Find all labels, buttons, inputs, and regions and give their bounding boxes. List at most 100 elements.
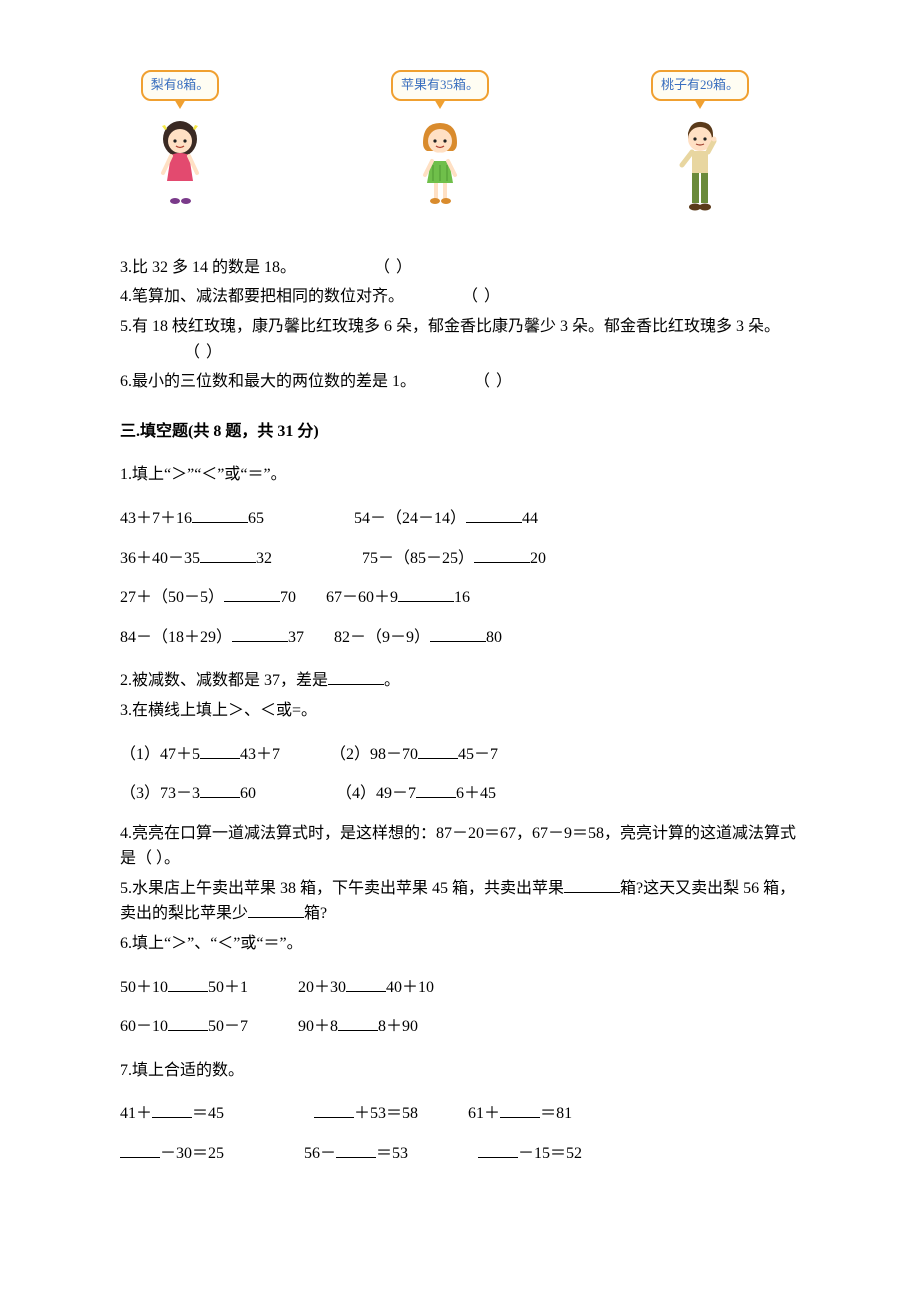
fill-q2: 2.被减数、减数都是 37，差是 。 <box>120 668 800 694</box>
expr-left: （2）98－70 <box>330 746 418 763</box>
bubble-peach: 桃子有29箱。 <box>651 70 749 101</box>
fill-q6-row2: 60－10 50－7 90＋8 8＋90 <box>120 1014 800 1040</box>
expr-pre: 56－ <box>304 1145 336 1162</box>
fill-q6-prompt: 6.填上“＞”、“＜”或“＝”。 <box>120 931 800 957</box>
blank <box>152 1101 192 1118</box>
judge-q3: 3.比 32 多 14 的数是 18。 （ ） <box>120 255 800 281</box>
fill-q4: 4.亮亮在口算一道减法算式时，是这样想的：87－20＝67，67－9＝58，亮亮… <box>120 821 800 872</box>
expr: 67－60＋9 16 <box>326 585 470 611</box>
judge-q6: 6.最小的三位数和最大的两位数的差是 1。 （ ） <box>120 369 800 395</box>
expr-left: 50＋10 <box>120 979 168 996</box>
expr-right: 50－7 <box>208 1018 248 1035</box>
expr-right: 65 <box>248 510 264 527</box>
girl2-icon <box>413 115 468 205</box>
blank <box>328 668 384 685</box>
expr-left: 27＋（50－5） <box>120 589 224 606</box>
blank <box>200 781 240 798</box>
expr: 75－（85－25）20 <box>362 546 546 572</box>
blank <box>224 585 280 602</box>
expr-right: 20 <box>530 550 546 567</box>
judge-q3-text: 3.比 32 多 14 的数是 18。 <box>120 259 296 276</box>
expr-left: 54－（24－14） <box>354 510 466 527</box>
blank <box>232 625 288 642</box>
expr: 61＋ ＝81 <box>468 1101 572 1127</box>
expr: 90＋8 8＋90 <box>298 1014 418 1040</box>
expr-right: 8＋90 <box>378 1018 418 1035</box>
expr: （3）73－360 <box>120 781 256 807</box>
blank <box>564 876 620 893</box>
expr: （4）49－7 6＋45 <box>336 781 496 807</box>
expr-left: 60－10 <box>120 1018 168 1035</box>
fill-q5-c: 箱? <box>304 905 327 922</box>
expr-right: 6＋45 <box>456 785 496 802</box>
expr-left: 20＋30 <box>298 979 346 996</box>
bubble-pear: 梨有8箱。 <box>141 70 220 101</box>
blank <box>200 742 240 759</box>
expr-left: 43＋7＋16 <box>120 510 192 527</box>
expr-pre: 61＋ <box>468 1105 500 1122</box>
expr: 54－（24－14） 44 <box>354 506 538 532</box>
expr-right: 44 <box>522 510 538 527</box>
expr-left: 84－（18＋29） <box>120 629 232 646</box>
expr: 50＋1050＋1 <box>120 975 248 1001</box>
blank <box>338 1014 378 1031</box>
expr-left: 67－60＋9 <box>326 589 398 606</box>
girl1-icon <box>153 115 208 205</box>
boy-icon <box>673 115 728 215</box>
fill-q3-prompt: 3.在横线上填上＞、＜或=。 <box>120 698 800 724</box>
expr: 43＋7＋16 65 <box>120 506 264 532</box>
expr-left: 90＋8 <box>298 1018 338 1035</box>
expr-right: 37 <box>288 629 304 646</box>
expr-left: 36＋40－35 <box>120 550 200 567</box>
expr: 41＋＝45 <box>120 1101 224 1127</box>
bubble-apple: 苹果有35箱。 <box>391 70 489 101</box>
expr-right: 16 <box>454 589 470 606</box>
expr-right: 32 <box>256 550 272 567</box>
blank <box>466 506 522 523</box>
expr-right: 45－7 <box>458 746 498 763</box>
expr-right: 70 <box>280 589 296 606</box>
expr: ＋53＝58 <box>314 1101 418 1127</box>
expr-post: ＋53＝58 <box>354 1105 418 1122</box>
blank <box>500 1101 540 1118</box>
figure-pear: 梨有8箱。 <box>120 70 240 205</box>
fill-q3-row1: （1）47＋543＋7 （2）98－70 45－7 <box>120 742 800 768</box>
expr-left: （4）49－7 <box>336 785 416 802</box>
expr: 36＋40－35 32 <box>120 546 272 572</box>
expr: 56－＝53 <box>304 1141 408 1167</box>
expr-post: －30＝25 <box>160 1145 224 1162</box>
expr-right: 43＋7 <box>240 746 280 763</box>
fill-q1-prompt: 1.填上“＞”“＜”或“＝”。 <box>120 462 800 488</box>
fill-q7-row2: －30＝25 56－＝53 －15＝52 <box>120 1141 800 1167</box>
blank <box>200 546 256 563</box>
paren-slot: （ ） <box>462 288 501 305</box>
fill-q1-row3: 27＋（50－5） 70 67－60＋9 16 <box>120 585 800 611</box>
fill-q2-text: 2.被减数、减数都是 37，差是 <box>120 672 328 689</box>
blank <box>398 585 454 602</box>
expr: 20＋3040＋10 <box>298 975 434 1001</box>
fill-q1-row4: 84－（18＋29） 37 82－（9－9） 80 <box>120 625 800 651</box>
expr-right: 60 <box>240 785 256 802</box>
blank <box>168 1014 208 1031</box>
expr: －15＝52 <box>478 1141 582 1167</box>
expr: 84－（18＋29） 37 <box>120 625 304 651</box>
expr-right: 80 <box>486 629 502 646</box>
blank <box>168 975 208 992</box>
blank <box>430 625 486 642</box>
fill-q7-prompt: 7.填上合适的数。 <box>120 1058 800 1084</box>
blank <box>416 781 456 798</box>
fill-q1-row1: 43＋7＋16 65 54－（24－14） 44 <box>120 506 800 532</box>
expr-post: ＝81 <box>540 1105 572 1122</box>
expr-left: 82－（9－9） <box>334 629 430 646</box>
expr: （2）98－70 45－7 <box>330 742 498 768</box>
blank <box>248 901 304 918</box>
fill-q1-row2: 36＋40－35 32 75－（85－25）20 <box>120 546 800 572</box>
blank <box>336 1141 376 1158</box>
paren-slot: （ ） <box>184 344 223 361</box>
figure-peach: 桃子有29箱。 <box>640 70 760 215</box>
fill-q5-a: 5.水果店上午卖出苹果 38 箱，下午卖出苹果 45 箱，共卖出苹果 <box>120 880 564 897</box>
blank <box>346 975 386 992</box>
fill-q2-tail: 。 <box>384 672 400 689</box>
fill-q7-row1: 41＋＝45 ＋53＝58 61＋ ＝81 <box>120 1101 800 1127</box>
expr: （1）47＋543＋7 <box>120 742 280 768</box>
